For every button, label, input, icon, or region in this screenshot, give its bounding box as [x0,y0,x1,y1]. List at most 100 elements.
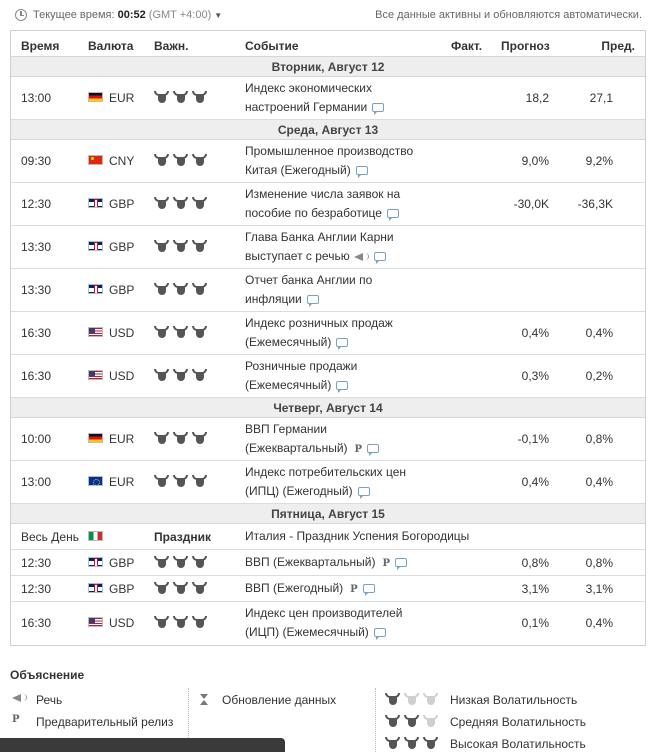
comment-icon[interactable] [373,252,386,264]
event-row[interactable]: 09:30 CNY Промышленное производство Китая (… [11,140,645,183]
comment-icon[interactable] [336,338,349,350]
current-time-label: Текущее время: [33,9,115,21]
hourglass-icon [200,694,208,705]
comment-icon[interactable] [357,487,370,499]
legend-preliminary: Предварительный релиз [36,715,174,729]
bottom-popup-bar [0,738,285,752]
event-previous: 0,4% [585,616,613,630]
event-row[interactable]: 16:30 USD Индекс розничных продаж (Ежемесяч… [11,312,645,355]
event-forecast: -0,1% [517,432,549,446]
event-row[interactable]: 16:30 USD Розничные продажи (Ежемесячный) 0,… [11,355,645,398]
event-name-line1: Изменение числа заявок на [245,187,401,201]
column-header-actual: Факт. [451,39,483,53]
event-name[interactable]: Розничные продажи (Ежемесячный) [245,357,357,395]
clock-icon [15,9,27,21]
event-name-line1: Индекс цен производителей [245,606,403,620]
current-time-selector[interactable]: Текущее время: 00:52 (GMT +4:00) ▼ [33,9,222,21]
bull-icon [154,616,169,628]
event-name-line1: Индекс экономических [245,81,372,95]
event-name-line1: Промышленное производство [245,144,414,158]
event-previous: 0,4% [585,326,613,340]
bull-icon [173,197,188,209]
comment-icon[interactable] [306,295,319,307]
event-name[interactable]: ВВП (Ежегодный) P [245,579,375,599]
event-currency: USD [109,616,135,630]
event-name[interactable]: Индекс экономических настроений Германии [245,79,385,117]
event-time: 12:30 [21,556,52,570]
day-header: Четверг, Август 14 [11,398,645,418]
legend-low-volatility: Низкая Волатильность [450,693,578,707]
event-name-line2: Китая (Ежегодный) [245,163,351,177]
event-forecast: -30,0K [513,197,549,211]
event-time: 13:00 [21,475,52,489]
event-row[interactable]: 13:30 GBP Отчет банка Англии по инфляции [11,269,645,312]
event-name-line2: пособие по безработице [245,206,382,220]
event-previous: 3,1% [585,582,613,596]
bull-icon [385,737,400,749]
preliminary-release-icon: P [350,584,358,595]
event-row[interactable]: 10:00 EUR ВВП Германии (Ежеквартальный) P -0,… [11,418,645,461]
current-time-value: 00:52 [117,9,146,21]
event-row[interactable]: 12:30 GBP Изменение числа заявок на пособие… [11,183,645,226]
column-header-time: Время [21,39,60,53]
medium-volatility-icon [385,715,442,730]
legend-title: Объяснение [10,668,85,682]
legend-medium-volatility: Средняя Волатильность [450,715,587,729]
column-header-currency: Валюта [88,39,134,53]
event-row[interactable]: 16:30 USD Индекс цен производителей (ИЦП) (… [11,602,645,645]
event-currency: GBP [109,283,135,297]
chevron-down-icon[interactable]: ▼ [214,11,223,20]
bull-icon [173,240,188,252]
event-row[interactable]: 13:30 GBP Глава Банка Англии Карни выступае… [11,226,645,269]
event-row[interactable]: 13:00 EUR Индекс потребительских цен (ИПЦ) … [11,461,645,504]
bull-icon [192,432,207,444]
comment-icon[interactable] [355,166,368,178]
event-name-line1: Италия - Праздник Успения Богородицы [245,529,470,543]
importance-indicator [154,475,211,490]
event-name-line1: Розничные продажи [245,359,358,373]
bull-icon [173,283,188,295]
event-name[interactable]: ВВП Германии (Ежеквартальный) P [245,420,380,459]
event-name[interactable]: ВВП (Ежеквартальный) P [245,553,408,573]
comment-icon[interactable] [367,444,380,456]
cn-flag-icon [88,154,103,168]
event-currency: EUR [109,432,135,446]
event-name[interactable]: Глава Банка Англии Карни выступает с речь… [245,228,394,266]
event-previous: 0,8% [585,556,613,570]
event-name[interactable]: Изменение числа заявок на пособие по безр… [245,185,400,223]
de-flag-icon [88,91,103,105]
event-currency: USD [109,369,135,383]
event-previous: 0,2% [585,369,613,383]
speech-icon [353,252,369,261]
day-header: Пятница, Август 15 [11,504,645,524]
comment-icon[interactable] [395,558,408,570]
it-flag-icon [88,530,103,544]
event-forecast: 18,2 [525,91,549,105]
event-name[interactable]: Индекс цен производителей (ИЦП) (Ежемесяч… [245,604,402,642]
preliminary-release-icon: P [354,444,363,455]
bull-icon [154,197,169,209]
event-forecast: 0,8% [521,556,549,570]
comment-icon[interactable] [362,584,375,596]
event-row[interactable]: Весь День Праздник Италия - Праздник Успен… [11,524,645,550]
event-name[interactable]: Отчет банка Англии по инфляции [245,271,372,309]
event-row[interactable]: 12:30 GBP ВВП (Ежегодный) P 3,1% 3,1% [11,576,645,602]
event-name[interactable]: Индекс розничных продаж (Ежемесячный) [245,314,393,352]
event-name[interactable]: Италия - Праздник Успения Богородицы [245,527,469,546]
day-header: Вторник, Август 12 [11,57,645,77]
event-name-line2: выступает с речью [245,249,350,263]
importance-indicator [154,556,211,571]
legend-divider [188,688,189,752]
event-name[interactable]: Промышленное производство Китая (Ежегодны… [245,142,413,180]
comment-icon[interactable] [373,628,386,640]
event-row[interactable]: 12:30 GBP ВВП (Ежеквартальный) P 0,8% 0,8% [11,550,645,576]
event-previous: 0,4% [585,475,613,489]
comment-icon[interactable] [336,381,349,393]
event-name[interactable]: Индекс потребительских цен (ИПЦ) (Ежегодн… [245,463,406,501]
bull-icon [173,432,188,444]
event-row[interactable]: 13:00 EUR Индекс экономических настроений Г… [11,77,645,120]
comment-icon[interactable] [386,209,399,221]
bull-icon [154,326,169,338]
event-previous: -36,3K [577,197,613,211]
comment-icon[interactable] [372,103,385,115]
